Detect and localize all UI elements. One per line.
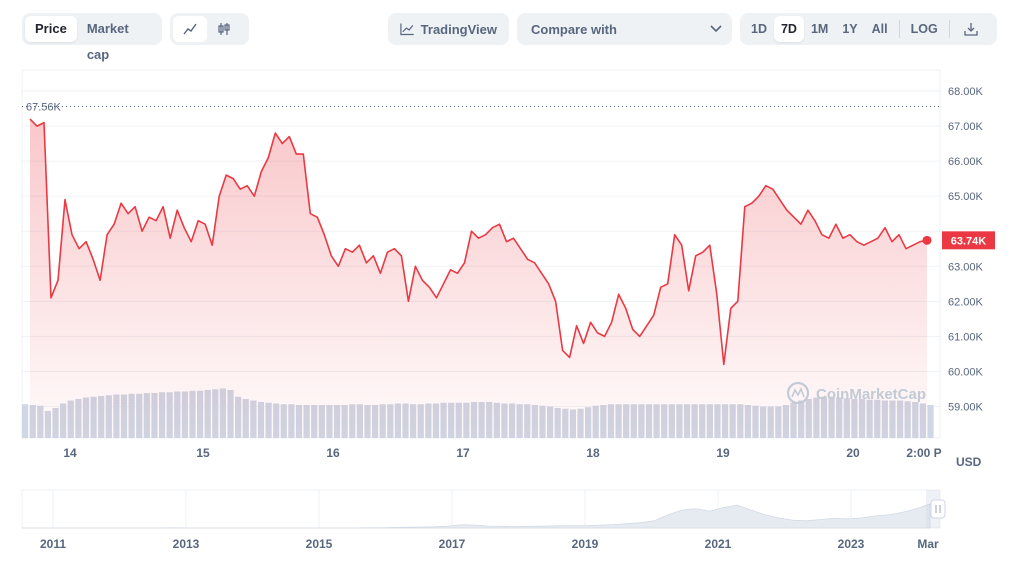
x-tick-label: 18 [586, 446, 600, 460]
navigator-x-label: 2021 [705, 537, 732, 551]
y-tick-label: 60.00K [948, 366, 984, 378]
download-button[interactable] [954, 16, 988, 42]
line-chart-icon [183, 23, 197, 35]
tradingview-label: TradingView [420, 21, 497, 37]
y-tick-label: 65.00K [948, 191, 984, 203]
x-tick-label: 19 [716, 446, 730, 460]
y-tick-label: 62.00K [948, 296, 984, 308]
navigator-x-label: Mar [917, 537, 939, 551]
line-chart-button[interactable] [173, 16, 207, 42]
chevron-down-icon [710, 25, 722, 33]
current-price-tag [942, 231, 995, 250]
y-tick-label: 67.00K [948, 121, 984, 133]
navigator-handle[interactable] [930, 499, 946, 519]
y-tick-label: 63.00K [948, 261, 984, 273]
high-price-label: 67.56K [26, 101, 62, 113]
range-all[interactable]: All [871, 22, 888, 36]
navigator-x-label: 2011 [40, 537, 66, 551]
x-tick-label: 17 [456, 446, 470, 460]
chart-style-toggle [170, 13, 249, 45]
trend-line-icon [400, 23, 414, 36]
candlestick-button[interactable] [207, 16, 241, 42]
x-tick-label: 16 [326, 446, 340, 460]
tab-market-cap[interactable]: Market cap [86, 21, 129, 62]
tradingview-button[interactable]: TradingView [388, 13, 509, 45]
current-price-dot [922, 235, 932, 245]
navigator-x-label: 2013 [173, 537, 200, 551]
range-1y[interactable]: 1Y [842, 22, 858, 36]
watermark-text: CoinMarketCap [816, 386, 926, 403]
y-tick-label: 68.00K [948, 86, 984, 98]
y-tick-label: 66.00K [948, 156, 984, 168]
price-area-fill [30, 119, 927, 438]
coinmarketcap-watermark: CoinMarketCap [786, 381, 926, 405]
currency-label: USD [956, 455, 982, 469]
range-7d[interactable]: 7D [773, 16, 804, 42]
navigator-x-label: 2019 [572, 537, 599, 551]
y-tick-label: 61.00K [948, 331, 984, 343]
range-1d[interactable]: 1D [751, 22, 767, 36]
range-divider [948, 20, 950, 38]
current-price-label: 63.74K [951, 235, 987, 247]
candlestick-icon [218, 23, 230, 35]
time-range-selector: 1D 7D 1M 1Y All LOG [740, 13, 997, 45]
volume-bar [22, 404, 29, 438]
metric-toggle: Price Market cap [22, 13, 162, 62]
range-divider [898, 20, 900, 38]
navigator-x-label: 2017 [439, 537, 466, 551]
x-tick-label: 2:00 P [906, 446, 941, 460]
range-1m[interactable]: 1M [810, 22, 829, 36]
log-scale-toggle[interactable]: LOG [910, 22, 938, 36]
navigator-x-label: 2015 [306, 537, 333, 551]
compare-with-dropdown[interactable]: Compare with [517, 13, 732, 45]
navigator-area [22, 503, 931, 529]
tab-price[interactable]: Price [25, 16, 77, 42]
volume-bar [927, 405, 934, 438]
y-tick-label: 59.00K [948, 401, 984, 413]
x-tick-label: 15 [196, 446, 210, 460]
x-tick-label: 20 [846, 446, 860, 460]
x-tick-label: 14 [63, 446, 77, 460]
navigator-x-label: 2023 [838, 537, 865, 551]
compare-with-label: Compare with [531, 21, 617, 37]
price-line [29, 118, 928, 366]
download-icon [964, 23, 978, 36]
